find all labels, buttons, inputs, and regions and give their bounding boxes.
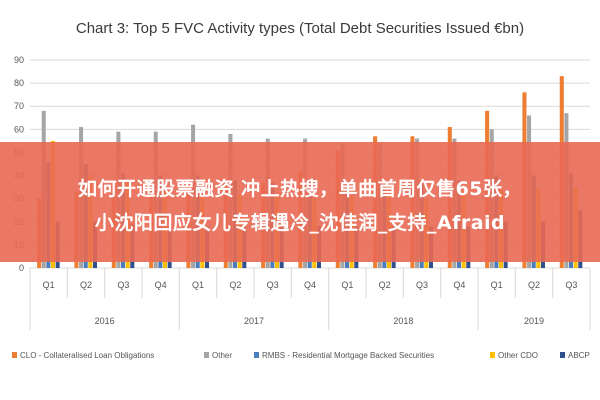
x-category-label: Q1	[341, 280, 353, 290]
x-year-label: 2019	[524, 316, 544, 326]
x-category-label: Q4	[453, 280, 465, 290]
y-tick-label: 80	[14, 78, 24, 88]
x-category-label: Q2	[229, 280, 241, 290]
legend-swatch	[204, 352, 209, 358]
legend-label: ABCP	[568, 351, 590, 360]
y-tick-label: 90	[14, 55, 24, 65]
x-year-label: 2018	[393, 316, 413, 326]
x-category-label: Q2	[80, 280, 92, 290]
x-category-label: Q1	[192, 280, 204, 290]
overlay-headline-line2: 小沈阳回应女儿专辑遇冷_沈佳润_支持_Afraid	[94, 212, 506, 234]
overlay-banner	[0, 142, 600, 262]
x-category-label: Q3	[267, 280, 279, 290]
x-category-label: Q2	[528, 280, 540, 290]
x-category-label: Q1	[491, 280, 503, 290]
overlay-headline-line1: 如何开通股票融资 冲上热搜，单曲首周仅售65张，	[77, 178, 523, 200]
x-category-label: Q4	[304, 280, 316, 290]
legend: CLO - Collateralised Loan Obligations Oth…	[12, 351, 590, 360]
legend-label: Other	[212, 351, 232, 360]
legend-label: Other CDO	[498, 351, 538, 360]
legend-swatch	[254, 352, 259, 358]
x-category-label: Q2	[379, 280, 391, 290]
x-category-label: Q1	[43, 280, 55, 290]
x-category-label: Q3	[416, 280, 428, 290]
x-year-label: 2017	[244, 316, 264, 326]
chart-title: Chart 3: Top 5 FVC Activity types (Total…	[76, 20, 524, 37]
x-category-label: Q3	[565, 280, 577, 290]
y-tick-label: 0	[19, 263, 24, 273]
x-year-label: 2016	[95, 316, 115, 326]
y-tick-label: 70	[14, 101, 24, 111]
legend-swatch	[560, 352, 565, 358]
x-category-label: Q3	[117, 280, 129, 290]
legend-swatch	[490, 352, 495, 358]
legend-label: RMBS - Residential Mortgage Backed Secur…	[262, 351, 434, 360]
legend-swatch	[12, 352, 17, 358]
y-tick-label: 60	[14, 124, 24, 134]
x-category-label: Q4	[155, 280, 167, 290]
legend-label: CLO - Collateralised Loan Obligations	[20, 351, 154, 360]
